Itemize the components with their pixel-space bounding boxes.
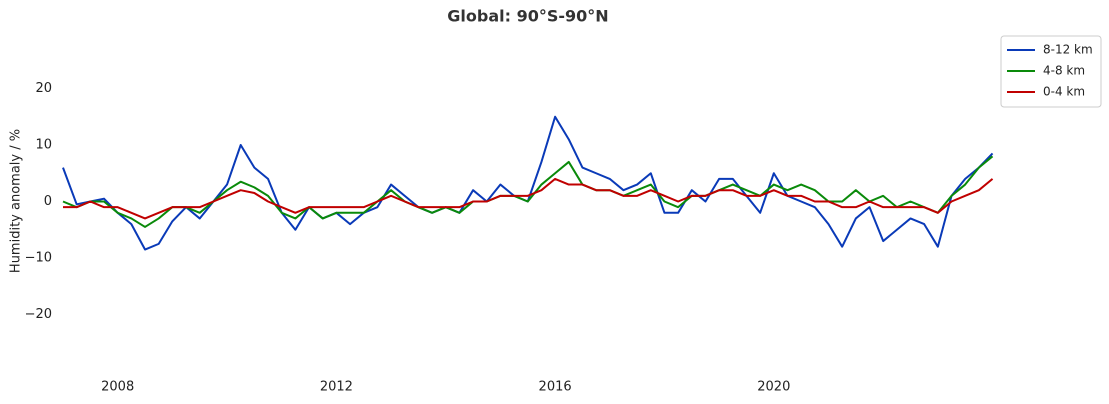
x-tick-label: 2020	[757, 380, 790, 395]
legend-label: 4-8 km	[1043, 64, 1085, 78]
x-tick-label: 2008	[101, 380, 134, 395]
y-tick-label: 0	[44, 194, 52, 209]
series-line	[62, 155, 994, 228]
legend-label: 0-4 km	[1043, 85, 1085, 99]
y-tick-label: 20	[35, 81, 52, 96]
x-tick-label: 2012	[320, 380, 353, 395]
y-tick-label: −20	[25, 307, 52, 322]
legend: 8-12 km 4-8 km 0-4 km	[1000, 35, 1102, 108]
series-line	[63, 177, 994, 220]
y-axis-label: Humidity anomaly / %	[9, 129, 24, 273]
legend-box	[1000, 35, 1102, 108]
legend-label: 8-12 km	[1043, 43, 1093, 57]
x-tick-label: 2016	[539, 380, 572, 395]
series-line	[62, 115, 994, 251]
y-tick-label: −10	[25, 251, 52, 266]
y-tick-label: 10	[35, 138, 52, 153]
chart-title: Global: 90°S-90°N	[447, 7, 608, 26]
